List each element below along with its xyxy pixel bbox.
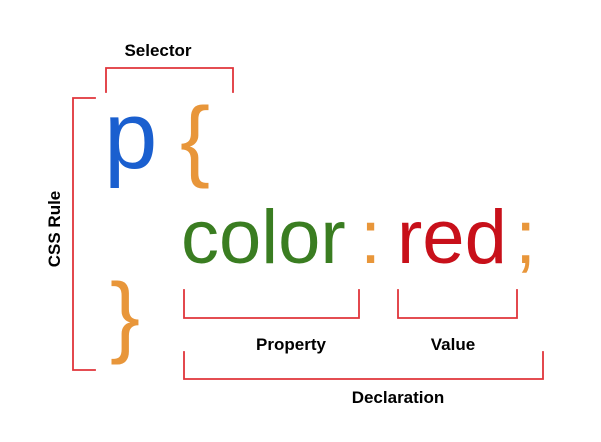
value-bracket (397, 289, 518, 319)
property-label: Property (256, 335, 326, 354)
property-bracket (183, 289, 360, 319)
code-colon: : (360, 195, 381, 280)
selector-bracket (105, 67, 234, 93)
value-label: Value (431, 335, 475, 354)
css-rule-label: CSS Rule (45, 191, 64, 268)
code-semicolon: ; (515, 195, 536, 280)
code-value: red (397, 195, 507, 280)
declaration-bracket (183, 351, 544, 380)
code-property: color (181, 195, 346, 280)
css-rule-bracket (72, 97, 96, 371)
declaration-label: Declaration (352, 388, 445, 407)
code-close-brace: } (110, 266, 140, 366)
selector-label: Selector (124, 41, 191, 60)
code-selector: p (104, 82, 157, 189)
code-open-brace: { (180, 90, 210, 190)
